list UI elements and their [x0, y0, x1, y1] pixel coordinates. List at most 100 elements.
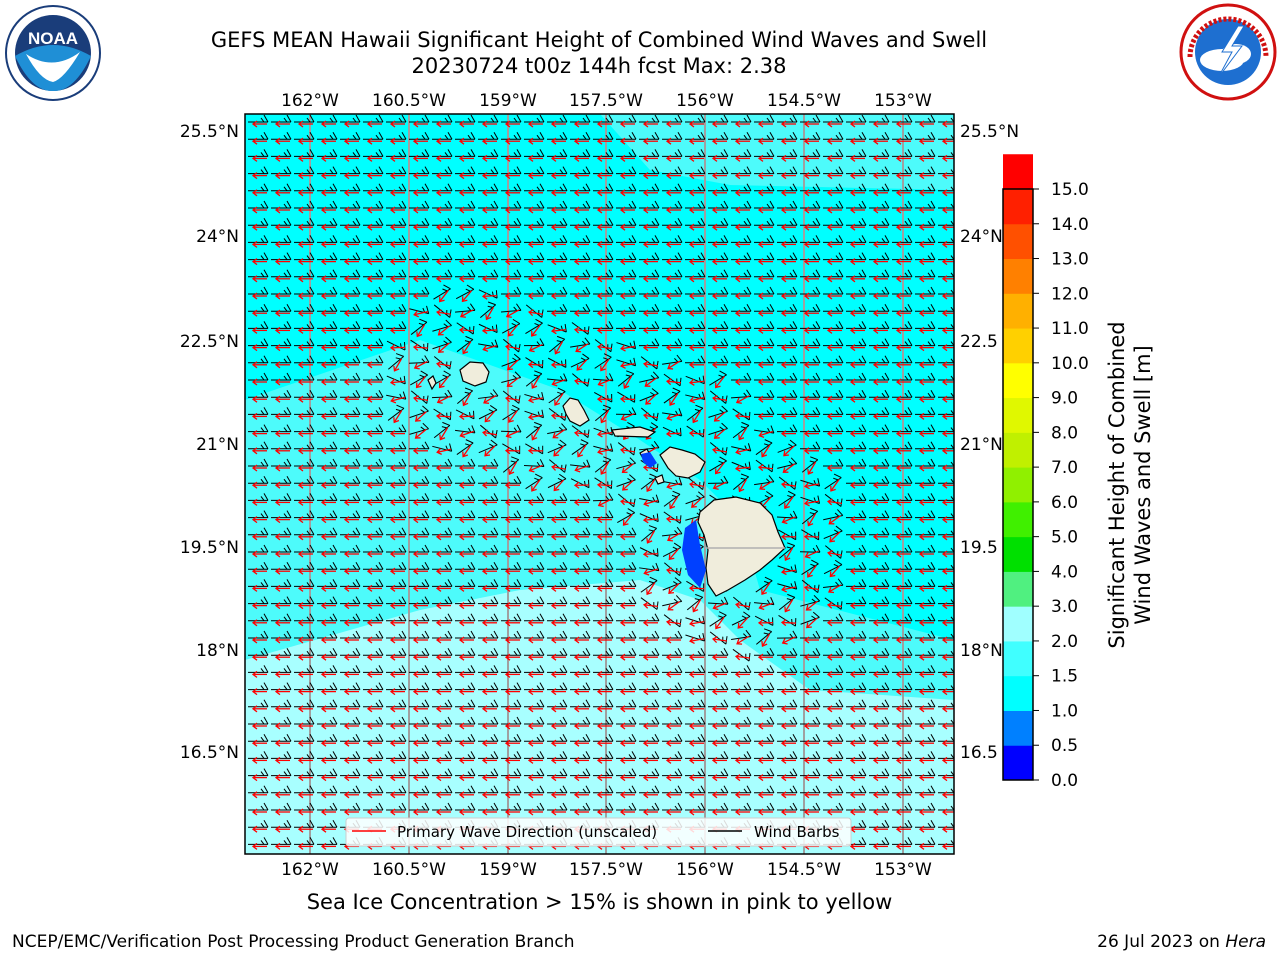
- wind-barb: [639, 252, 660, 261]
- wind-barb: [915, 355, 936, 364]
- wind-barb: [869, 424, 890, 433]
- wind-barb: [777, 682, 798, 691]
- wind-barb: [915, 716, 936, 725]
- wind-barb: [593, 321, 614, 329]
- wind-barb: [892, 441, 913, 450]
- wind-barb: [248, 286, 269, 295]
- top-lon-labels: 162°W 160.5°W 159°W 157.5°W 156°W 154.5°W 153°…: [281, 91, 932, 111]
- colorbar-swatch: [1003, 432, 1033, 468]
- wind-barb: [869, 527, 890, 536]
- wind-barb: [777, 269, 798, 278]
- wind-barb: [248, 166, 269, 175]
- wind-barb: [547, 303, 568, 312]
- wind-barb: [248, 613, 269, 622]
- wind-barb: [869, 716, 890, 725]
- colorbar-swatch: [1003, 467, 1033, 503]
- wind-barb: [363, 321, 384, 329]
- wind-barb: [248, 252, 269, 261]
- wind-barb: [685, 303, 706, 312]
- wind-barb: [915, 424, 936, 433]
- wind-barb: [570, 751, 591, 759]
- colorbar-tick-label: 1.0: [1051, 701, 1078, 721]
- colorbar-label-line2: Wind Waves and Swell [m]: [1131, 345, 1155, 625]
- colorbar-ticks: 0.0 0.5 1.0 1.5 2.0 3.0 4.0 5.0 6.0 7.0 8.0 9.0 10.0…: [1033, 180, 1089, 791]
- wind-barb: [432, 458, 453, 467]
- wind-barb: [386, 200, 407, 209]
- wind-barb: [547, 131, 568, 140]
- wind-barb: [294, 131, 315, 140]
- wind-barb: [294, 407, 315, 415]
- wind-barb: [363, 200, 384, 209]
- wind-barb: [892, 252, 913, 261]
- wind-barb: [340, 149, 361, 157]
- wind-barb: [386, 183, 407, 192]
- wind-barb: [892, 166, 913, 175]
- wind-barb: [570, 510, 591, 519]
- wind-barb: [869, 235, 890, 243]
- wind-barb: [386, 596, 407, 605]
- wind-barb: [869, 510, 890, 519]
- wind-barb: [271, 579, 292, 587]
- wind-barb: [639, 321, 660, 329]
- wind-barb: [823, 286, 844, 295]
- wind-barb: [478, 699, 499, 708]
- wind-barb: [800, 407, 821, 415]
- wind-barb: [409, 579, 430, 587]
- wind-barb: [363, 544, 384, 553]
- wind-barb: [685, 286, 706, 295]
- wind-barb: [708, 235, 729, 243]
- wind-barb: [386, 510, 407, 519]
- lat-label-left: 24°N: [196, 227, 239, 247]
- wind-barb: [846, 613, 867, 622]
- wind-barb: [892, 579, 913, 587]
- wind-barb: [386, 751, 407, 759]
- wind-barb: [777, 733, 798, 742]
- wind-barb: [501, 544, 522, 553]
- wind-barb: [593, 303, 614, 312]
- wind-barb: [777, 665, 798, 673]
- wind-barb: [616, 665, 637, 673]
- wind-barb: [432, 475, 453, 484]
- wind-barb: [892, 217, 913, 226]
- wind-barb: [501, 561, 522, 570]
- wind-barb: [892, 561, 913, 570]
- wind-barb: [478, 768, 499, 777]
- wind-barb: [501, 114, 522, 123]
- wind-barb: [639, 716, 660, 725]
- wind-barb: [800, 131, 821, 140]
- wind-barb: [340, 303, 361, 312]
- colorbar-swatch: [1003, 189, 1033, 225]
- wind-barb: [294, 166, 315, 175]
- wind-barb: [846, 407, 867, 415]
- colorbar-tick-label: 12.0: [1051, 284, 1089, 304]
- wind-barb: [869, 252, 890, 261]
- wind-barb: [639, 338, 660, 347]
- wind-barb: [685, 166, 706, 175]
- wind-barb: [823, 751, 844, 759]
- colorbar-swatch: [1003, 571, 1033, 607]
- wind-barb: [409, 149, 430, 157]
- colorbar-label: Significant Height of Combined Wind Wave…: [1105, 321, 1155, 648]
- wind-barb: [616, 200, 637, 209]
- wind-barb: [294, 630, 315, 639]
- wind-barb: [731, 665, 752, 673]
- wind-barb: [800, 372, 821, 381]
- wind-barb: [363, 389, 384, 398]
- wind-barb: [823, 131, 844, 140]
- wind-barb: [708, 217, 729, 226]
- wind-barb: [869, 303, 890, 312]
- wind-barb: [593, 269, 614, 278]
- bottom-lon-labels: 162°W 160.5°W 159°W 157.5°W 156°W 154.5°W 153°…: [281, 860, 932, 880]
- wind-barb: [248, 647, 269, 656]
- wind-barb: [501, 682, 522, 691]
- wind-barb: [662, 630, 683, 639]
- wind-barb: [501, 183, 522, 192]
- wind-barb: [524, 183, 545, 192]
- wind-barb: [455, 544, 476, 553]
- wind-barb: [432, 510, 453, 519]
- wind-barb: [455, 733, 476, 742]
- wind-barb: [846, 682, 867, 691]
- wind-barb: [501, 579, 522, 587]
- wind-barb: [294, 579, 315, 587]
- wind-barb: [754, 166, 775, 175]
